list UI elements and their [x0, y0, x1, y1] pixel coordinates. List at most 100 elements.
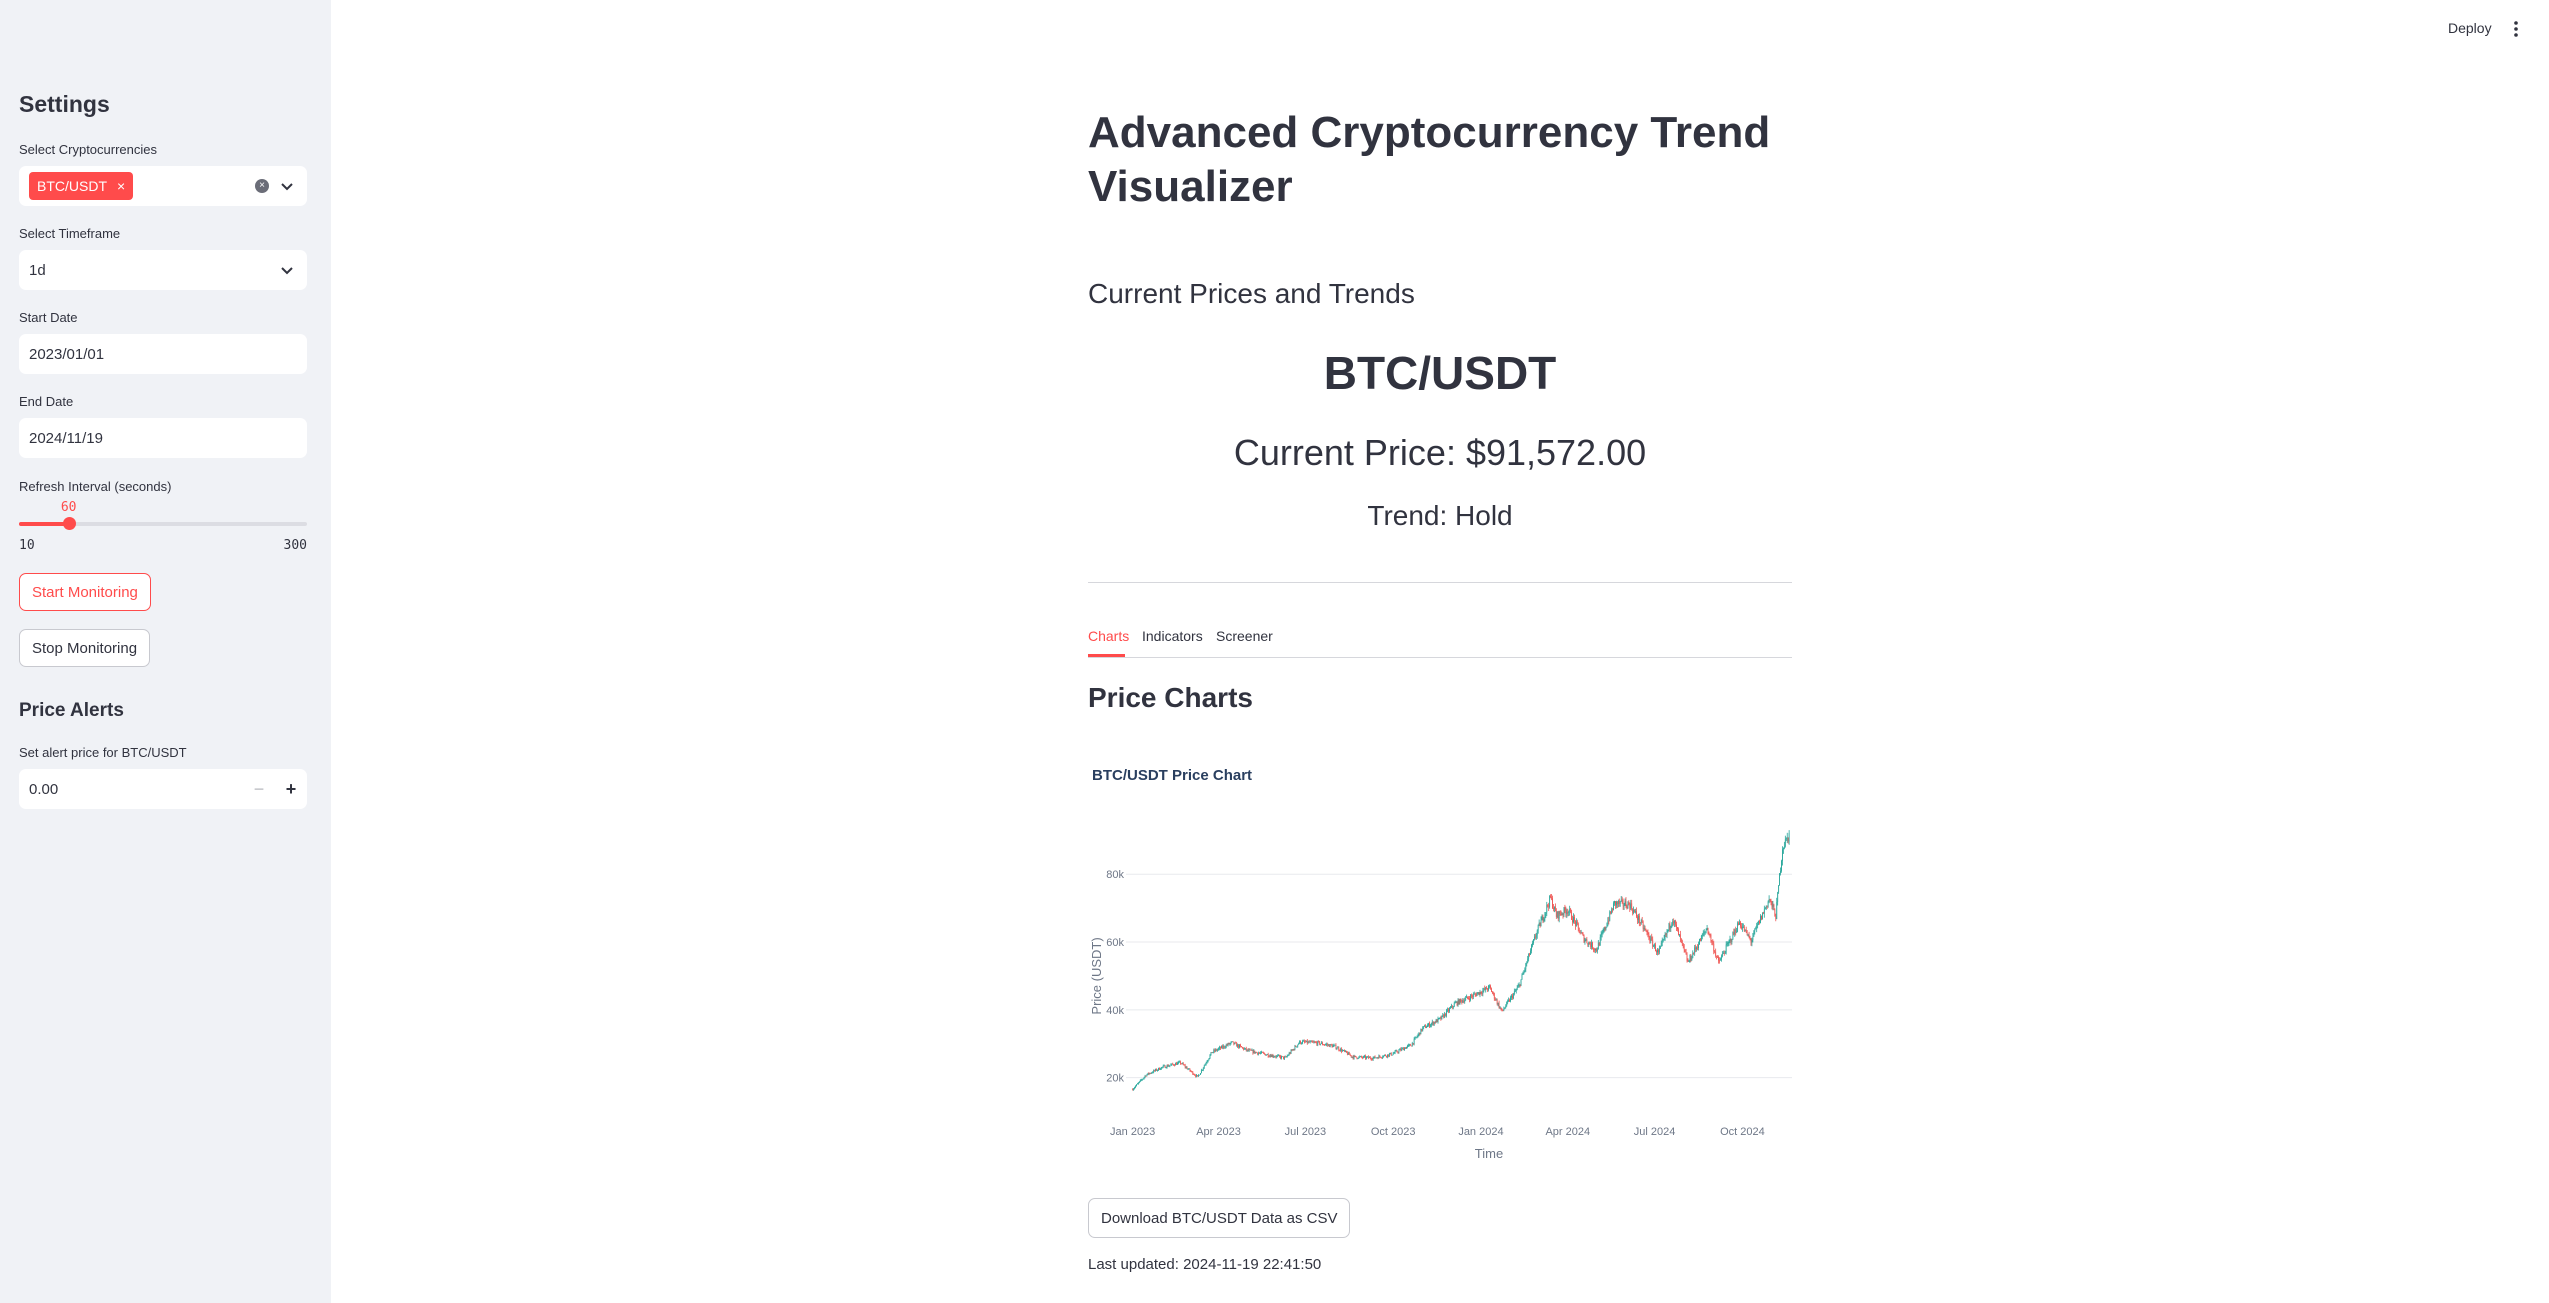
decrement-button[interactable]: − — [253, 778, 265, 799]
candle-body — [1602, 931, 1604, 933]
candle-body — [1269, 1055, 1271, 1057]
slider-thumb[interactable] — [62, 517, 76, 530]
candle-body — [1764, 908, 1766, 910]
candle-body — [1306, 1040, 1308, 1044]
candle-body — [1263, 1053, 1265, 1054]
candle-body — [1723, 952, 1725, 954]
candle-body — [1175, 1063, 1177, 1066]
price-charts-header: Price Charts — [1088, 682, 1253, 713]
candle-body — [1569, 909, 1571, 912]
candle-body — [1303, 1040, 1304, 1042]
candle-body — [1742, 926, 1744, 928]
candle-body — [1356, 1057, 1358, 1059]
end-date-input[interactable]: 2024/11/19 — [19, 418, 307, 458]
increment-button[interactable]: + — [285, 778, 297, 799]
slider-min-label: 10 — [19, 538, 35, 553]
candle-body — [1334, 1044, 1336, 1046]
candle-body — [1325, 1044, 1327, 1046]
candle-body — [1553, 907, 1554, 909]
start-monitoring-button[interactable]: Start Monitoring — [19, 573, 151, 611]
candle-body — [1783, 848, 1784, 850]
candle-body — [1499, 1007, 1501, 1009]
candle-body — [1242, 1047, 1244, 1050]
candle-body — [1359, 1056, 1361, 1058]
candle-body — [1333, 1045, 1335, 1046]
candle-body — [1210, 1052, 1212, 1056]
stop-monitoring-button[interactable]: Stop Monitoring — [19, 629, 151, 667]
candle-body — [1772, 904, 1774, 907]
candle-body — [1216, 1049, 1218, 1051]
candle-body — [1651, 937, 1653, 940]
candle-body — [1424, 1025, 1426, 1027]
candle-body — [1639, 922, 1641, 924]
candle-body — [1402, 1047, 1404, 1049]
candle-body — [1687, 960, 1689, 962]
candle-body — [1662, 939, 1664, 941]
candle-body — [1561, 913, 1563, 915]
candle-body — [1352, 1056, 1354, 1059]
candle-body — [1648, 934, 1650, 940]
start-date-input[interactable]: 2023/01/01 — [19, 334, 307, 374]
price-candlestick-chart[interactable]: 20k 40k 60k 80k Jan 2023 Apr 2023 Jul 2023 Oct … — [1088, 820, 1792, 1160]
tab-indicators[interactable]: Indicators — [1142, 628, 1203, 644]
candle-body — [1214, 1049, 1216, 1052]
tab-charts[interactable]: Charts — [1088, 628, 1130, 644]
candle-body — [1304, 1040, 1305, 1042]
candle-body — [1421, 1028, 1423, 1031]
candle-body — [1249, 1049, 1251, 1051]
candle-body — [1704, 931, 1706, 933]
candle-body — [1655, 944, 1656, 952]
candle-body — [1755, 928, 1757, 930]
chevron-down-icon[interactable] — [279, 178, 295, 194]
candle-body — [1184, 1065, 1186, 1068]
candle-body — [1605, 927, 1607, 930]
deploy-button[interactable]: Deploy — [2448, 20, 2492, 36]
current-prices-header: Current Prices and Trends — [1088, 278, 1415, 309]
candle-body — [1464, 1000, 1466, 1003]
candle-body — [1401, 1048, 1403, 1051]
crypto-multiselect[interactable]: BTC/USDT × × — [19, 166, 307, 206]
candle-body — [1366, 1056, 1367, 1059]
candle-body — [1463, 1000, 1465, 1003]
candle-body — [1169, 1065, 1171, 1067]
candle-body — [1589, 942, 1591, 945]
candle-body — [1720, 956, 1722, 960]
slider-track[interactable] — [19, 522, 307, 526]
candle-body — [1707, 928, 1709, 934]
candle-body — [1514, 990, 1516, 992]
candle-body — [1340, 1048, 1342, 1051]
candle-body — [1614, 901, 1615, 904]
candle-body — [1290, 1050, 1292, 1054]
candle-body — [1779, 873, 1780, 886]
candle-body — [1631, 903, 1633, 910]
candle-body — [1183, 1064, 1185, 1066]
candle-body — [1527, 958, 1529, 963]
candle-body — [1416, 1036, 1418, 1038]
candle-body — [1299, 1040, 1301, 1044]
refresh-interval-slider[interactable]: 60 10 300 — [19, 500, 307, 560]
download-csv-button[interactable]: Download BTC/USDT Data as CSV — [1088, 1198, 1351, 1238]
candle-body — [1615, 901, 1616, 906]
candle-body — [1400, 1049, 1402, 1051]
candle-body — [1637, 915, 1639, 921]
more-menu-icon[interactable] — [2512, 20, 2520, 38]
candle-body — [1177, 1062, 1178, 1065]
candle-body — [1502, 1009, 1504, 1011]
tab-screener[interactable]: Screener — [1216, 628, 1273, 644]
candle-body — [1305, 1040, 1307, 1043]
timeframe-select[interactable]: 1d — [19, 250, 307, 290]
candle-body — [1289, 1053, 1291, 1054]
candle-body — [1236, 1043, 1238, 1047]
candle-body — [1500, 1007, 1502, 1010]
candle-body — [1431, 1021, 1433, 1024]
candle-body — [1395, 1050, 1397, 1052]
clear-all-icon[interactable]: × — [255, 179, 269, 193]
chip-remove-icon[interactable]: × — [117, 178, 126, 194]
candle-body — [1319, 1041, 1321, 1045]
candle-body — [1308, 1041, 1310, 1043]
alert-price-input[interactable]: 0.00 − + — [19, 769, 307, 809]
candle-body — [1281, 1056, 1282, 1059]
candle-body — [1716, 956, 1718, 957]
candle-body — [1788, 832, 1790, 842]
candle-body — [1434, 1021, 1436, 1023]
